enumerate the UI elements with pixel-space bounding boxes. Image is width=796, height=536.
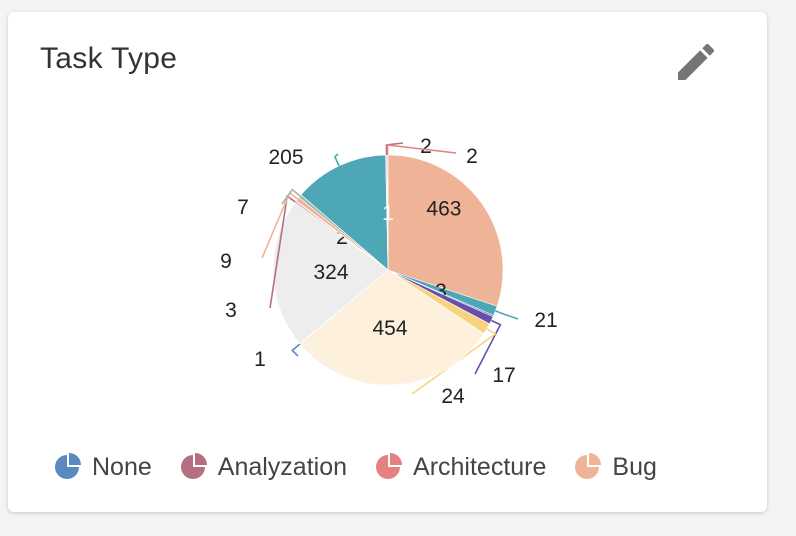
slice-value-label: 3 (225, 299, 237, 322)
slice-value-label: 2 (466, 145, 478, 168)
pie-chart: 463213172445413243297205122 (220, 135, 558, 408)
leader-line (333, 153, 340, 167)
leader-line (474, 319, 502, 375)
legend-label: None (92, 452, 152, 481)
legend-item-architecture[interactable]: Architecture (373, 452, 546, 482)
pie-icon (376, 453, 403, 479)
pie-slice[interactable] (387, 154, 504, 307)
slice-value-label: 324 (313, 261, 348, 284)
pie-slice[interactable] (386, 154, 389, 271)
leader-line (385, 142, 404, 156)
slice-value-label: 1 (254, 348, 266, 371)
pie-slice[interactable] (300, 154, 389, 271)
leader-line (386, 144, 457, 156)
pie-icon (55, 453, 81, 479)
slice-value-label: 2 (420, 135, 432, 158)
pie-icon (575, 453, 602, 479)
edit-button[interactable] (672, 38, 720, 86)
legend-item-analyzation[interactable]: Analyzation (178, 452, 347, 482)
pencil-icon (678, 43, 715, 80)
slice-value-label: 463 (426, 198, 461, 221)
pie-slice[interactable] (299, 269, 485, 386)
slice-value-label: 24 (441, 385, 465, 408)
pie-icon (180, 453, 207, 479)
legend-label: Bug (612, 452, 657, 481)
slice-value-label: 21 (534, 309, 557, 332)
pie-slice[interactable] (272, 202, 389, 345)
slice-value-label: 7 (237, 196, 249, 219)
legend-item-bug[interactable]: Bug (572, 452, 657, 482)
legend-item-none[interactable]: None (52, 452, 152, 482)
leader-line (495, 310, 519, 320)
slice-value-label: 2 (336, 226, 348, 249)
slice-value-label: 3 (435, 280, 447, 303)
legend-label: Architecture (413, 452, 547, 481)
slice-value-label: 17 (492, 364, 515, 387)
leader-line (411, 328, 497, 395)
leader-line (291, 343, 301, 357)
slice-value-label: 205 (268, 146, 303, 169)
chart-legend: None Analyzation Architecture Bug (52, 452, 657, 482)
slice-value-label: 454 (372, 317, 407, 340)
slice-value-label: 9 (220, 250, 232, 273)
task-type-card: Task Type 463213172445413243297205122 No… (8, 12, 767, 512)
legend-label: Analyzation (217, 452, 348, 481)
card-title: Task Type (40, 42, 178, 75)
leader-line (281, 188, 301, 205)
